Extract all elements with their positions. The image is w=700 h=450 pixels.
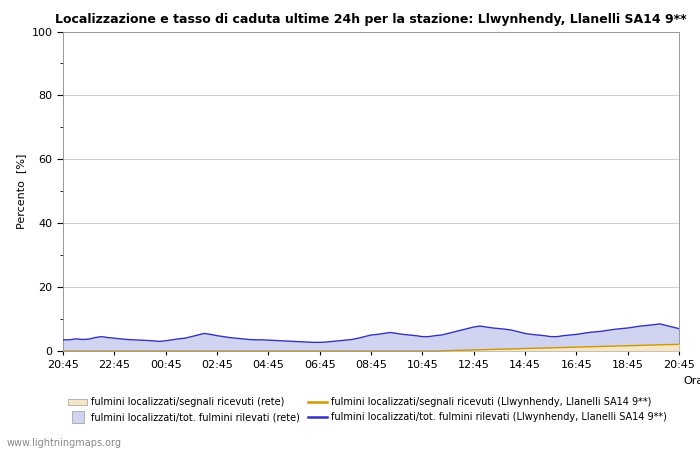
Y-axis label: Percento  [%]: Percento [%]	[16, 153, 26, 229]
Text: www.lightningmaps.org: www.lightningmaps.org	[7, 438, 122, 448]
Title: Localizzazione e tasso di caduta ultime 24h per la stazione: Llwynhendy, Llanell: Localizzazione e tasso di caduta ultime …	[55, 13, 687, 26]
Text: Orario: Orario	[683, 376, 700, 386]
Legend: fulmini localizzati/segnali ricevuti (rete), fulmini localizzati/tot. fulmini ri: fulmini localizzati/segnali ricevuti (re…	[68, 397, 667, 422]
